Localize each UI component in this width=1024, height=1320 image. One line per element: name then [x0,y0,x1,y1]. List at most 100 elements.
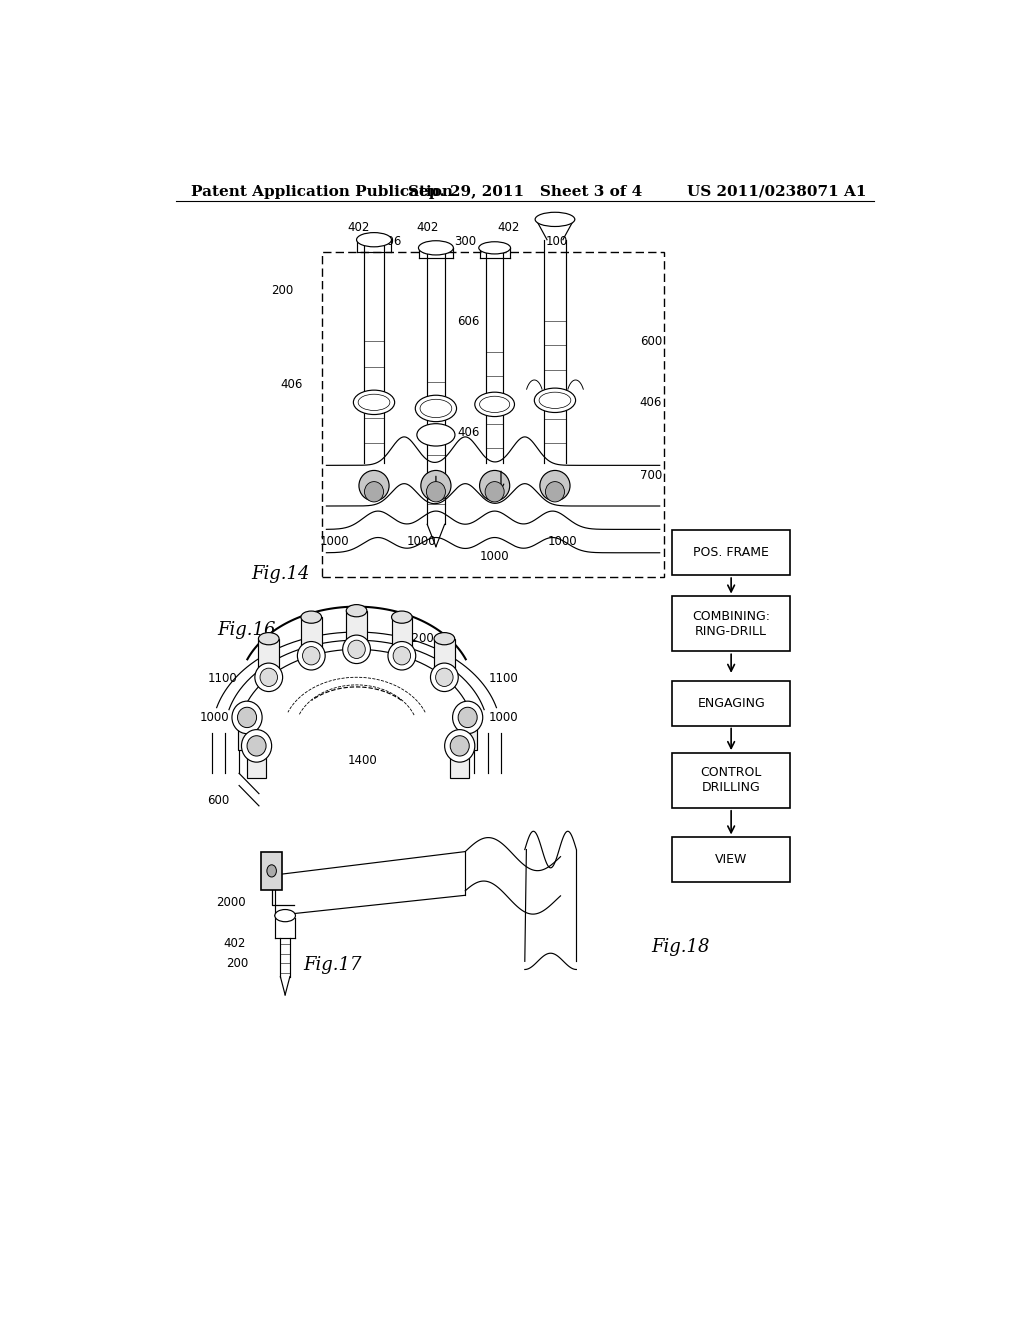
Text: 1000: 1000 [548,535,578,548]
Ellipse shape [435,668,453,686]
Text: 200: 200 [226,957,249,970]
Text: 1200: 1200 [404,632,434,644]
Text: 402: 402 [417,220,439,234]
Ellipse shape [453,701,482,734]
FancyBboxPatch shape [673,837,790,882]
Text: CONTROL
DRILLING: CONTROL DRILLING [700,767,762,795]
Text: 1100: 1100 [489,672,519,685]
Text: 406: 406 [458,426,479,440]
Text: Fig.16: Fig.16 [217,620,275,639]
Text: US 2011/0238071 A1: US 2011/0238071 A1 [686,185,866,199]
Ellipse shape [238,708,257,727]
FancyBboxPatch shape [238,718,257,750]
Ellipse shape [540,470,570,500]
Ellipse shape [416,395,457,421]
Text: 1000: 1000 [480,550,510,564]
Ellipse shape [479,396,510,413]
Ellipse shape [353,391,394,414]
Ellipse shape [274,909,296,921]
Ellipse shape [458,708,477,727]
Text: 1000: 1000 [319,535,349,548]
Ellipse shape [301,611,322,623]
Ellipse shape [302,647,319,665]
Text: 1400: 1400 [347,754,377,767]
Text: 1100: 1100 [208,672,238,685]
FancyBboxPatch shape [451,746,469,779]
FancyBboxPatch shape [434,639,455,677]
Text: 606: 606 [458,314,479,327]
Ellipse shape [358,395,390,411]
Text: Patent Application Publication: Patent Application Publication [191,185,454,199]
Ellipse shape [388,642,416,671]
Ellipse shape [485,482,504,502]
FancyBboxPatch shape [673,597,790,651]
Text: ENGAGING: ENGAGING [697,697,765,710]
Ellipse shape [356,232,391,247]
Ellipse shape [260,668,278,686]
Text: 406: 406 [640,396,663,409]
FancyBboxPatch shape [458,718,477,750]
Text: 1000: 1000 [407,535,436,548]
FancyBboxPatch shape [391,618,413,656]
Ellipse shape [343,635,371,664]
Text: 300: 300 [455,235,476,248]
Text: COMBINING:
RING-DRILL: COMBINING: RING-DRILL [692,610,770,638]
FancyBboxPatch shape [301,618,322,656]
Ellipse shape [546,482,564,502]
Text: Fig.18: Fig.18 [652,939,711,956]
Text: Fig.17: Fig.17 [303,956,362,974]
FancyBboxPatch shape [247,746,266,779]
Ellipse shape [536,213,574,227]
Text: 406: 406 [281,378,303,391]
Ellipse shape [346,605,367,616]
Ellipse shape [444,730,475,762]
Ellipse shape [247,735,266,756]
Ellipse shape [391,611,413,623]
FancyBboxPatch shape [673,752,790,808]
Text: 402: 402 [498,220,520,234]
Text: 700: 700 [640,469,663,482]
Text: 402: 402 [347,220,370,234]
Text: Sep. 29, 2011   Sheet 3 of 4: Sep. 29, 2011 Sheet 3 of 4 [408,185,642,199]
Ellipse shape [421,470,451,500]
Ellipse shape [232,701,262,734]
Text: VIEW: VIEW [715,853,748,866]
Text: 606: 606 [379,235,401,248]
Ellipse shape [479,242,511,253]
Ellipse shape [434,632,455,644]
Ellipse shape [393,647,411,665]
Ellipse shape [258,632,280,644]
Text: 2000: 2000 [216,896,246,909]
Text: 600: 600 [207,795,229,808]
Ellipse shape [359,470,389,500]
Text: Fig.14: Fig.14 [251,565,309,583]
Ellipse shape [535,388,575,413]
FancyBboxPatch shape [261,851,282,890]
Ellipse shape [365,482,384,502]
Text: 1000: 1000 [200,711,229,723]
Text: 200: 200 [270,284,293,297]
Text: 1000: 1000 [489,711,519,723]
Text: POS. FRAME: POS. FRAME [693,546,769,560]
Ellipse shape [297,642,326,671]
FancyBboxPatch shape [673,531,790,576]
Ellipse shape [539,392,570,408]
Ellipse shape [348,640,366,659]
Ellipse shape [430,663,459,692]
Ellipse shape [419,240,454,255]
Ellipse shape [267,865,276,876]
Ellipse shape [420,399,452,417]
Text: 100: 100 [546,235,567,248]
Ellipse shape [242,730,271,762]
Ellipse shape [475,392,514,417]
Ellipse shape [417,424,455,446]
Text: 402: 402 [223,937,246,949]
Ellipse shape [426,482,445,502]
Ellipse shape [255,663,283,692]
Ellipse shape [451,735,469,756]
FancyBboxPatch shape [258,639,280,677]
FancyBboxPatch shape [346,611,367,649]
Text: 600: 600 [640,335,663,348]
Ellipse shape [479,470,510,500]
FancyBboxPatch shape [673,681,790,726]
